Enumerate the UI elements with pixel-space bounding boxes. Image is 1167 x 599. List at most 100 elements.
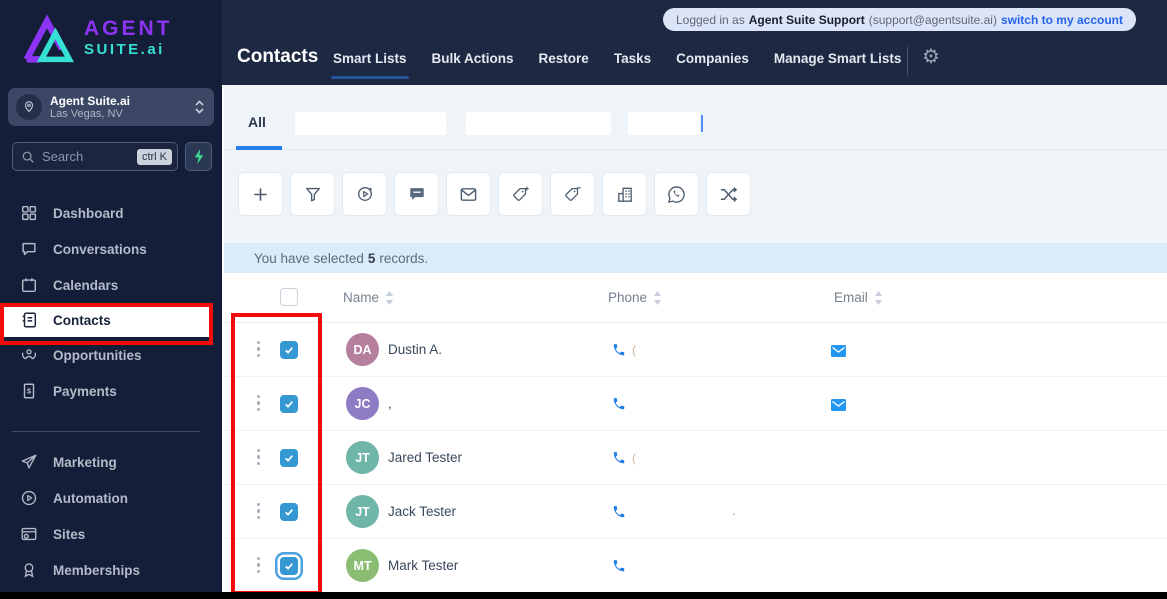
drag-handle-icon[interactable]	[257, 449, 261, 466]
brand-name-bottom: SUITE.ai	[84, 41, 165, 58]
contact-phone[interactable]	[612, 397, 632, 411]
sidebar-nav-secondary: Marketing Automation Sites Memberships	[0, 444, 222, 588]
search-icon	[22, 151, 34, 163]
whatsapp-button[interactable]	[654, 172, 699, 216]
drag-handle-icon[interactable]	[257, 341, 261, 358]
selection-banner-text: You have selected	[254, 250, 364, 266]
sidebar-item-marketing[interactable]: Marketing	[0, 444, 222, 480]
pipeline-change-button[interactable]	[342, 172, 387, 216]
sidebar-item-opportunities[interactable]: Opportunities	[0, 337, 222, 373]
gear-icon[interactable]: ⚙	[922, 46, 940, 68]
avatar: MT	[346, 549, 379, 582]
sidebar-item-automation[interactable]: Automation	[0, 480, 222, 516]
envelope-icon	[460, 187, 477, 201]
search-input[interactable]: Search ctrl K	[12, 142, 178, 171]
sort-icon[interactable]	[653, 290, 662, 305]
row-checkbox[interactable]	[280, 503, 298, 521]
table-row: JC ,	[224, 377, 1167, 431]
sidebar-item-calendars[interactable]: Calendars	[0, 267, 222, 303]
sidebar-item-sites[interactable]: Sites	[0, 516, 222, 552]
redacted-tab[interactable]	[628, 112, 700, 135]
remove-tag-button[interactable]	[550, 172, 595, 216]
add-tag-button[interactable]	[498, 172, 543, 216]
contact-name[interactable]: Jack Tester	[388, 504, 457, 519]
selection-banner: You have selected 5 records.	[224, 243, 1167, 273]
account-location: Las Vegas, NV	[50, 107, 123, 120]
quick-actions-button[interactable]	[185, 142, 212, 171]
send-sms-button[interactable]	[394, 172, 439, 216]
avatar: DA	[346, 333, 379, 366]
phone-icon	[613, 398, 625, 410]
merge-contacts-button[interactable]	[706, 172, 751, 216]
shuffle-icon	[720, 186, 738, 202]
tab-companies[interactable]: Companies	[676, 51, 749, 66]
contact-name[interactable]: Jared Tester	[388, 450, 463, 465]
redacted-tab[interactable]	[295, 112, 446, 135]
sidebar-item-label: Sites	[53, 526, 86, 542]
row-checkbox[interactable]	[280, 449, 298, 467]
tab-restore[interactable]: Restore	[538, 51, 589, 66]
send-email-button[interactable]	[446, 172, 491, 216]
drag-handle-icon[interactable]	[257, 395, 261, 412]
redacted-tab[interactable]	[466, 112, 611, 135]
svg-text:$: $	[27, 387, 32, 396]
select-all-checkbox[interactable]	[280, 288, 298, 306]
paper-plane-icon	[21, 454, 37, 469]
contact-email[interactable]	[831, 398, 846, 416]
row-checkbox-focused[interactable]	[280, 557, 298, 575]
phone-icon	[613, 506, 625, 518]
selection-count: 5	[367, 250, 376, 266]
opportunities-icon	[21, 349, 37, 360]
active-tab-underline	[236, 146, 282, 150]
sort-icon[interactable]	[385, 290, 394, 305]
filter-button[interactable]	[290, 172, 335, 216]
tab-manage-smart-lists[interactable]: Manage Smart Lists	[773, 51, 902, 66]
logged-in-email: (support@agentsuite.ai)	[868, 12, 997, 27]
check-icon	[285, 347, 293, 354]
tab-smart-lists[interactable]: Smart Lists	[331, 51, 409, 79]
row-checkbox[interactable]	[280, 395, 298, 413]
phone-icon	[613, 560, 625, 572]
sort-icon[interactable]	[874, 290, 883, 305]
avatar: JT	[346, 441, 379, 474]
contact-phone[interactable]	[612, 505, 626, 519]
contact-name[interactable]: ,	[388, 396, 392, 411]
contact-phone[interactable]: (	[612, 343, 636, 357]
add-to-company-button[interactable]	[602, 172, 647, 216]
contact-email[interactable]	[831, 344, 846, 362]
contacts-table: Name Phone Email DA Dustin A.	[224, 273, 1167, 593]
check-icon	[285, 401, 293, 408]
email-icon	[831, 345, 846, 357]
add-contact-button[interactable]	[238, 172, 283, 216]
drag-handle-icon[interactable]	[257, 503, 261, 520]
tab-tasks[interactable]: Tasks	[613, 51, 652, 66]
contact-phone[interactable]: (	[612, 451, 636, 465]
column-header-phone[interactable]: Phone	[608, 290, 662, 305]
logged-in-banner: Logged in as Agent Suite Support (suppor…	[662, 8, 1136, 31]
tag-plus-icon	[513, 186, 529, 201]
plus-icon	[254, 187, 267, 201]
sidebar-item-dashboard[interactable]: Dashboard	[0, 195, 222, 231]
table-row: JT Jared Tester (	[224, 431, 1167, 485]
sidebar-item-payments[interactable]: $ Payments	[0, 373, 222, 409]
switch-account-link[interactable]: switch to my account	[1000, 12, 1123, 27]
sidebar-item-contacts[interactable]: Contacts	[0, 303, 209, 337]
contact-name[interactable]: Mark Tester	[388, 558, 459, 573]
column-header-name[interactable]: Name	[343, 290, 394, 305]
tab-bulk-actions[interactable]: Bulk Actions	[431, 51, 514, 66]
brand-logo: AGENT SUITE.ai	[22, 10, 173, 66]
tab-all[interactable]: All	[248, 114, 266, 130]
row-checkbox[interactable]	[280, 341, 298, 359]
sms-bubble-icon	[409, 188, 424, 200]
column-header-email[interactable]: Email	[834, 290, 883, 305]
main-content: All	[222, 85, 1167, 599]
account-switcher[interactable]: Agent Suite.ai Las Vegas, NV	[8, 88, 214, 126]
table-row: MT Mark Tester	[224, 539, 1167, 593]
sidebar-item-conversations[interactable]: Conversations	[0, 231, 222, 267]
table-row: DA Dustin A. (	[224, 323, 1167, 377]
contact-name[interactable]: Dustin A.	[388, 342, 443, 357]
contact-phone[interactable]	[612, 559, 626, 573]
drag-handle-icon[interactable]	[257, 557, 261, 574]
sidebar-item-memberships[interactable]: Memberships	[0, 552, 222, 588]
contacts-book-icon	[22, 312, 37, 328]
